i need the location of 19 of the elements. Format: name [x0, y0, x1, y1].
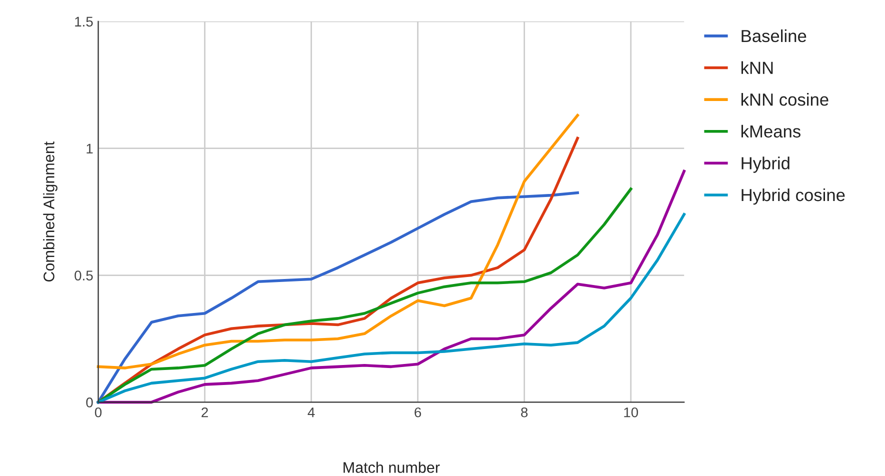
x-tick-label: 6 — [414, 407, 422, 418]
y-tick-label: 0.5 — [74, 270, 93, 280]
y-tick-label: 0 — [86, 398, 93, 408]
x-axis-title: Match number — [344, 462, 440, 473]
legend-label: Baseline — [742, 29, 806, 42]
legend-label: kNN cosine — [741, 93, 828, 106]
x-tick-label: 2 — [202, 407, 208, 418]
legend-label: kMeans — [741, 124, 800, 138]
x-tick-label: 4 — [308, 408, 315, 418]
legend-label: Hybrid cosine — [742, 188, 845, 205]
y-axis-title: Combined Alignment — [43, 141, 58, 282]
x-tick-label: 8 — [521, 407, 528, 418]
y-tick-label: 1 — [86, 144, 93, 154]
legend-label: Hybrid — [742, 156, 790, 173]
x-tick-label: 0 — [94, 407, 102, 418]
y-tick-label: 1.5 — [75, 16, 93, 27]
legend-label: kNN — [741, 61, 773, 74]
x-tick-label: 10 — [624, 407, 638, 418]
line-series — [96, 114, 579, 370]
